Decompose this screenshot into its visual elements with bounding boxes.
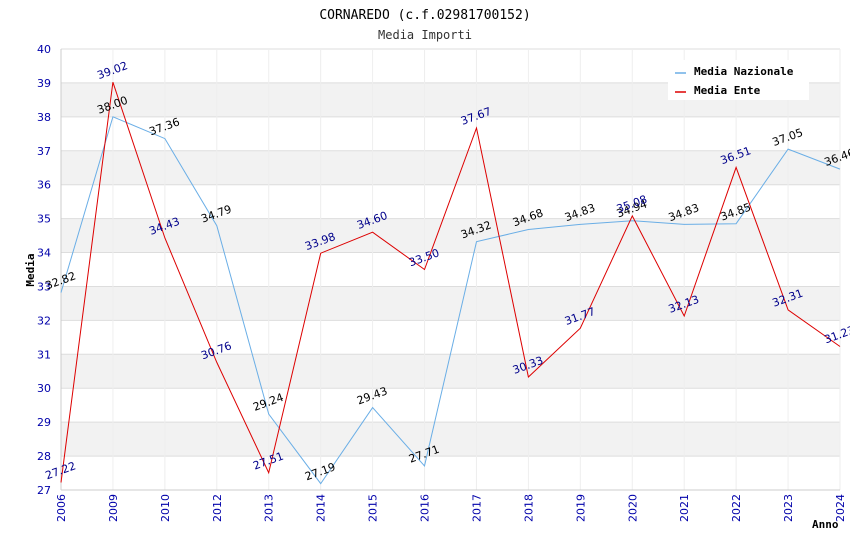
x-axis-ticks: 2006 2009 2010 2012 2013 2014 2015 2016 2017 2018… [55, 494, 847, 522]
y-tick-label: 32 [37, 314, 51, 327]
grid-band [61, 354, 840, 389]
y-axis-ticks: 27 28 29 30 31 32 33 34 35 36 37 38 39 40 [37, 43, 51, 497]
y-tick-label: 40 [37, 43, 51, 56]
series-line-ente [60, 82, 841, 483]
data-label-nazionale: 36.46 [823, 146, 850, 169]
y-tick-label: 38 [37, 111, 51, 124]
grid-band [61, 286, 840, 321]
chart-subtitle: Media Importi [378, 28, 472, 42]
x-tick-label: 2017 [470, 494, 483, 522]
legend-box [668, 60, 809, 100]
y-tick-label: 37 [37, 145, 51, 158]
x-tick-label: 2009 [107, 494, 120, 522]
legend: Media Nazionale Media Ente [668, 60, 809, 100]
x-tick-label: 2012 [211, 494, 224, 522]
x-tick-label: 2016 [419, 494, 432, 522]
grid-band [61, 150, 840, 185]
grid-band [61, 422, 840, 457]
y-tick-label: 34 [37, 247, 51, 260]
x-tick-label: 2023 [782, 494, 795, 522]
x-axis-label: Anno [812, 518, 839, 531]
y-tick-label: 28 [37, 450, 51, 463]
x-tick-label: 2024 [834, 494, 847, 522]
data-label-ente: 31.23 [823, 323, 850, 346]
x-tick-label: 2010 [159, 494, 172, 522]
y-tick-label: 33 [37, 280, 51, 293]
y-tick-label: 36 [37, 179, 51, 192]
chart-title: CORNAREDO (c.f.02981700152) [319, 8, 530, 23]
y-tick-label: 39 [37, 77, 51, 90]
x-tick-label: 2019 [574, 494, 587, 522]
legend-label-ente: Media Ente [694, 84, 761, 97]
legend-label-nazionale: Media Nazionale [694, 65, 794, 78]
x-tick-label: 2018 [522, 494, 535, 522]
y-tick-label: 27 [37, 484, 51, 497]
x-tick-label: 2020 [626, 494, 639, 522]
x-tick-label: 2015 [367, 494, 380, 522]
series-group [60, 82, 841, 485]
y-tick-label: 29 [37, 416, 51, 429]
y-tick-label: 31 [37, 348, 51, 361]
y-tick-label: 30 [37, 382, 51, 395]
x-tick-label: 2014 [315, 494, 328, 522]
y-tick-label: 35 [37, 213, 51, 226]
x-tick-label: 2021 [678, 494, 691, 522]
x-tick-label: 2006 [55, 494, 68, 522]
x-tick-label: 2022 [730, 494, 743, 522]
grid-lines [60, 48, 841, 491]
series-line-nazionale [60, 116, 841, 485]
y-axis-label: Media [24, 253, 37, 286]
x-tick-label: 2013 [263, 494, 276, 522]
